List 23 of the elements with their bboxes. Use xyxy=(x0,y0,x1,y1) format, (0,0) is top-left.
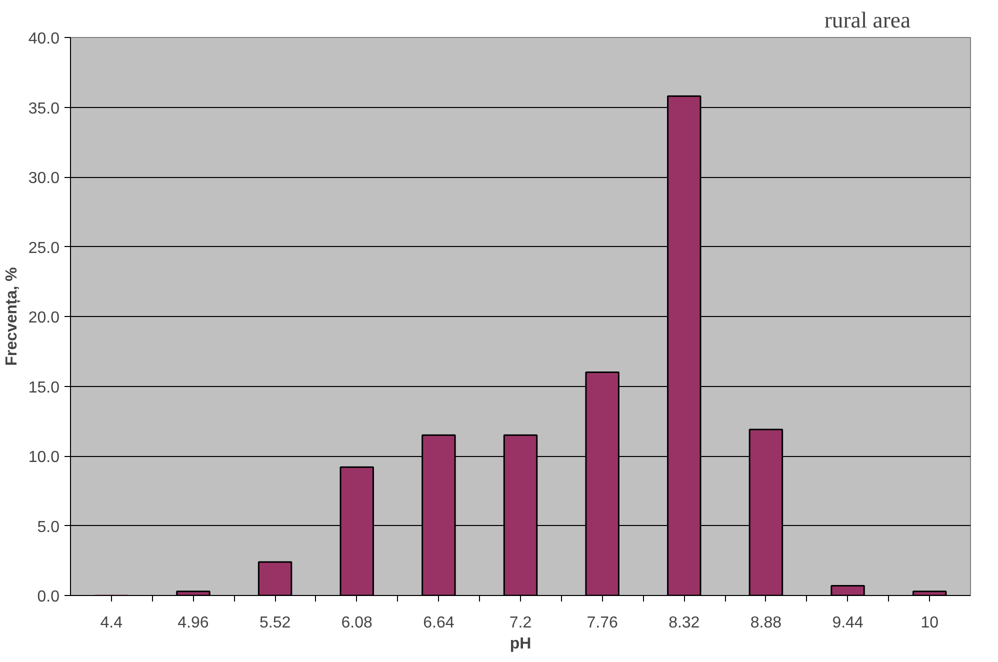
y-axis-title: Frecvența, % xyxy=(3,267,20,366)
x-tick-label: 9.44 xyxy=(832,614,864,632)
x-tick-label: 4.4 xyxy=(100,614,123,632)
y-tick-label: 5.0 xyxy=(37,518,60,536)
y-tick-label: 0.0 xyxy=(37,588,60,606)
x-tick-label: 8.88 xyxy=(750,614,782,632)
x-tick-label: 6.08 xyxy=(341,614,373,632)
y-tick-label: 25.0 xyxy=(28,240,60,257)
x-tick-label: 4.96 xyxy=(178,614,209,632)
y-tick-label: 10.0 xyxy=(28,449,60,466)
y-tick-label: 30.0 xyxy=(28,170,60,187)
x-tick-label: 5.52 xyxy=(259,614,291,632)
x-tick-label: 8.32 xyxy=(668,614,700,632)
y-tick-label: 20.0 xyxy=(28,310,60,326)
chart-title: rural area xyxy=(824,8,911,32)
x-tick-label: 10 xyxy=(920,614,939,632)
x-axis-title: pH xyxy=(510,636,532,652)
x-tick-label: 7.2 xyxy=(509,614,532,632)
y-tick-label: 15.0 xyxy=(28,379,60,396)
x-tick-label: 7.76 xyxy=(586,614,618,632)
y-tick-label: 35.0 xyxy=(28,100,60,118)
y-tick-label: 40.0 xyxy=(28,30,60,48)
x-tick-label: 6.64 xyxy=(423,614,454,632)
